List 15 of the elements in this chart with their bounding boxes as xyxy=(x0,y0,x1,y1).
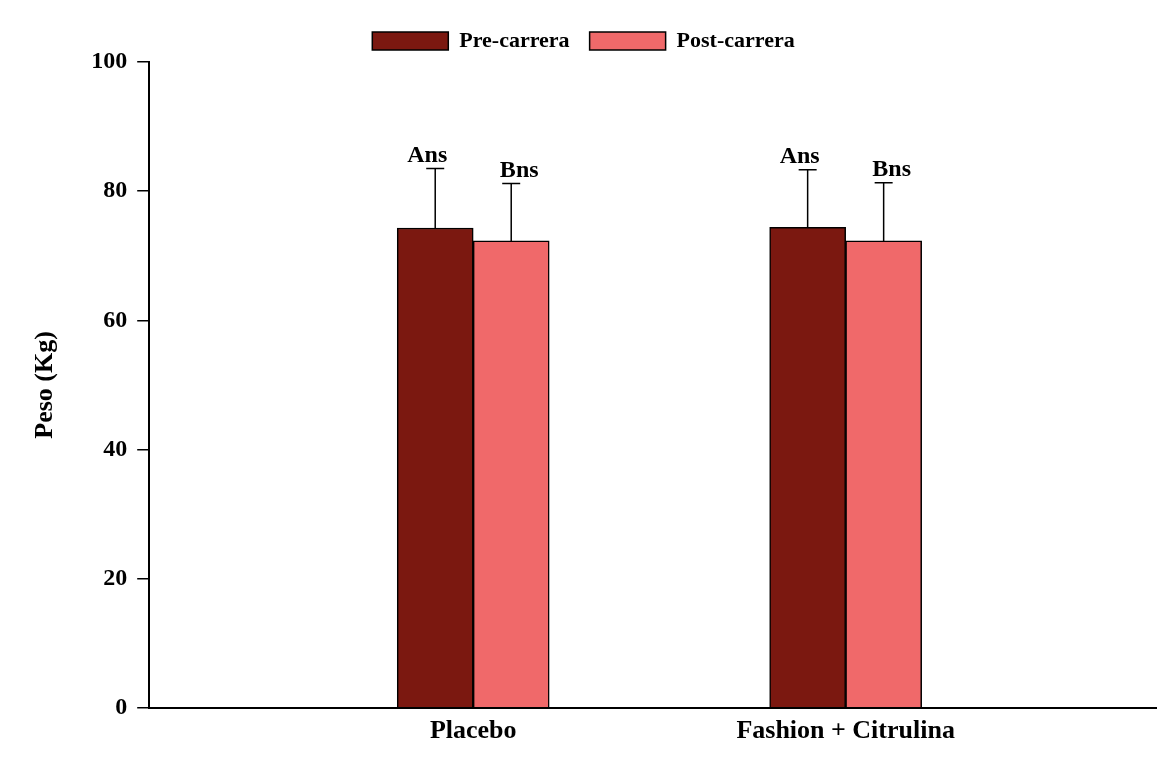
y-tick-label: 100 xyxy=(91,47,128,74)
x-tick-label: Fashion + Citrulina xyxy=(736,715,955,745)
x-tick-label: Placebo xyxy=(429,715,517,745)
annotation: Ans xyxy=(407,140,448,167)
annotation: Bns xyxy=(872,154,911,181)
legend-label: Pre-carrera xyxy=(459,26,570,52)
y-tick-label: 20 xyxy=(103,563,128,590)
y-tick-label: 60 xyxy=(103,305,128,332)
annotation: Ans xyxy=(779,142,820,169)
legend-label: Post-carrera xyxy=(676,26,795,52)
annotation: Bns xyxy=(499,155,539,182)
y-tick-label: 80 xyxy=(103,176,128,203)
y-axis-title: Peso (Kg) xyxy=(29,331,59,439)
y-tick-label: 0 xyxy=(115,693,128,719)
y-tick-label: 40 xyxy=(103,434,128,461)
